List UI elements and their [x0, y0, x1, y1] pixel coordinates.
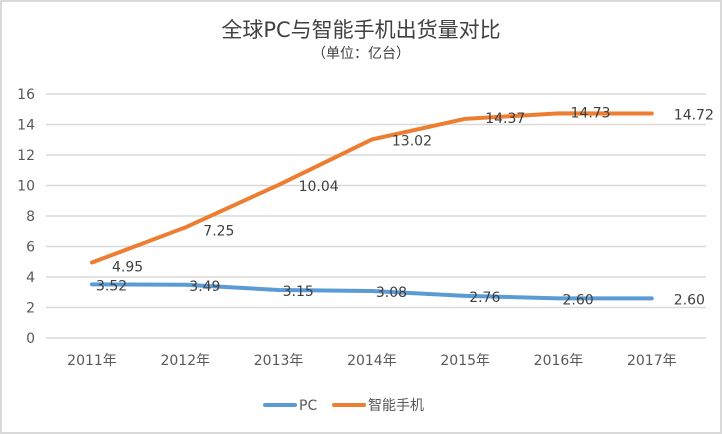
x-tick-label: 2017年	[627, 353, 677, 369]
legend-label: 智能手机	[368, 398, 424, 414]
data-label: 3.49	[189, 279, 220, 295]
x-tick-label: 2011年	[67, 353, 117, 369]
data-label: 2.60	[563, 292, 594, 308]
legend-label: PC	[299, 398, 317, 414]
data-label: 4.95	[112, 260, 143, 276]
data-label: 3.52	[96, 278, 127, 294]
data-label: 7.25	[203, 223, 234, 239]
series-line-pc	[90, 282, 654, 301]
data-label: 3.15	[283, 284, 314, 300]
data-label: 14.73	[571, 105, 611, 121]
chart-subtitle: （单位：亿台）	[312, 46, 410, 62]
series-line-smartphone	[90, 111, 654, 265]
x-tick-label: 2014年	[347, 353, 397, 369]
data-label: 3.08	[376, 285, 407, 301]
y-tick-label: 4	[26, 270, 35, 286]
y-tick-label: 14	[17, 118, 35, 134]
data-label: 14.72	[674, 108, 714, 124]
y-tick-label: 10	[17, 179, 35, 195]
x-tick-label: 2013年	[254, 353, 304, 369]
data-label: 2.76	[469, 290, 500, 306]
data-label: 14.37	[485, 111, 525, 127]
x-tick-label: 2015年	[440, 353, 490, 369]
y-tick-label: 2	[26, 301, 35, 317]
y-tick-label: 12	[17, 148, 35, 164]
x-tick-label: 2016年	[534, 353, 584, 369]
x-tick-label: 2012年	[160, 353, 210, 369]
data-label: 10.04	[299, 179, 339, 195]
y-tick-label: 6	[26, 240, 35, 256]
chart-title: 全球PC与智能手机出货量对比	[221, 18, 501, 42]
y-tick-label: 0	[26, 331, 35, 347]
data-label: 2.60	[674, 292, 705, 308]
data-label: 13.02	[392, 133, 432, 149]
y-tick-label: 8	[26, 209, 35, 225]
y-tick-label: 16	[17, 87, 35, 103]
